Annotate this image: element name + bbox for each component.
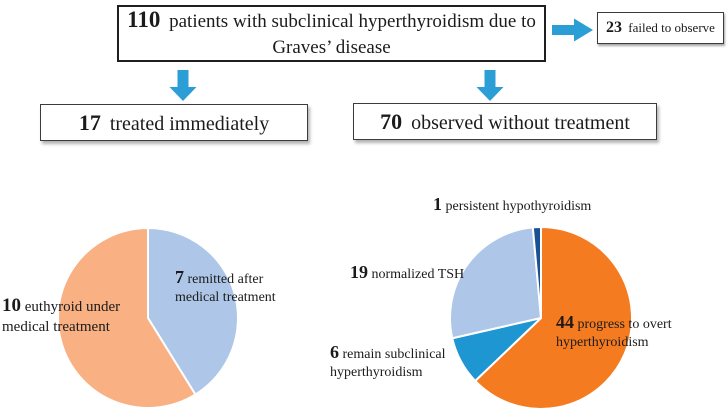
pie-slice [474,226,633,410]
down-arrow-right-icon [476,70,504,101]
total-count: 110 [127,6,161,32]
pie-label-overt: 44 progress to overt hyperthyroidism [556,311,698,352]
pie-label-subclinical: 6 remain subclinical hyperthyroidism [330,341,470,382]
down-arrow-left-icon [169,70,197,101]
tsh-count: 19 [350,262,368,282]
euthyroid-label: euthyroid under medical treatment [2,299,121,336]
flow-box-observed: 70 observed without treatment [353,103,657,140]
pie-label-euthyroid: 10 euthyroid under medical treatment [2,294,152,338]
pie-chart-treated [57,227,239,409]
tsh-label: normalized TSH [371,267,465,282]
flow-box-total: 110 patients with subclinical hyperthyro… [117,5,546,62]
pie-chart-observed [449,226,633,410]
flow-box-failed: 23 failed to observe [597,12,724,44]
subclinical-count: 6 [330,342,339,362]
observed-count: 70 [380,108,403,134]
pie-slice [449,226,542,340]
flow-box-observed-text: 70 observed without treatment [380,109,630,135]
right-arrow-icon [552,18,593,42]
treated-count: 17 [78,109,101,135]
remitted-count: 7 [175,267,184,287]
euthyroid-count: 10 [2,295,21,316]
pie-label-normalized-tsh: 19 normalized TSH [350,261,464,284]
pie-slice [57,227,197,409]
flow-box-total-text: 110 patients with subclinical hyperthyro… [125,7,538,61]
persistent-label: persistent hypothyroidism [445,199,592,214]
flow-box-treated-text: 17 treated immediately [79,110,269,136]
total-label: patients with subclinical hyperthyroidis… [169,10,536,58]
overt-count: 44 [556,312,574,332]
pie-slice [531,226,542,319]
pie-label-remitted: 7 remitted after medical treatment [175,266,289,307]
persistent-count: 1 [433,194,442,214]
overt-label: progress to overt hyperthyroidism [556,317,672,351]
failed-label: failed to observe [628,20,715,35]
remitted-label: remitted after medical treatment [175,272,276,306]
treated-label: treated immediately [109,112,270,135]
pie-label-persistent: 1 persistent hypothyroidism [433,193,591,216]
flow-box-treated: 17 treated immediately [40,104,308,141]
observed-label: observed without treatment [411,111,630,134]
failed-count: 23 [606,19,623,36]
subclinical-label: remain subclinical hyperthyroidism [330,347,446,381]
flow-box-failed-text: 23 failed to observe [606,19,715,37]
